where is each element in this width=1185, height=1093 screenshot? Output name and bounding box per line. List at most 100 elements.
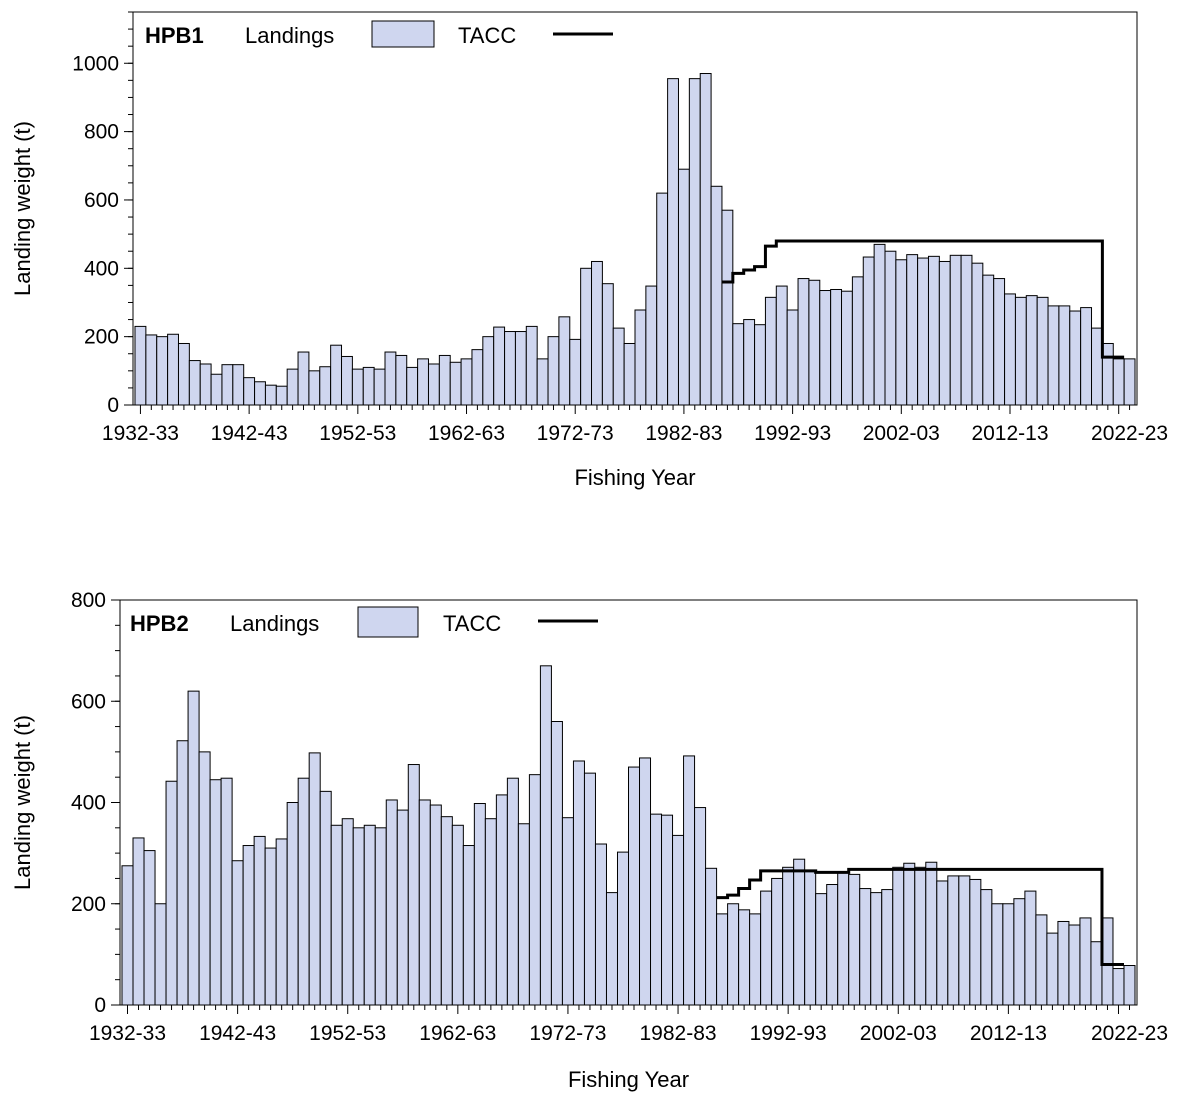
landings-bar — [451, 824, 464, 1006]
landings-bar — [438, 354, 451, 406]
landings-bar — [971, 262, 984, 406]
landings-bar — [449, 361, 462, 406]
landings-bar — [958, 875, 971, 1006]
landings-bar — [308, 752, 321, 1006]
landings-bar — [672, 834, 685, 1006]
landings-bar — [188, 360, 201, 406]
landings-bar — [914, 866, 927, 1006]
landings-bar — [927, 255, 940, 406]
landings-bar — [143, 850, 156, 1006]
landings-bar — [645, 285, 658, 406]
landings-bar — [688, 78, 701, 406]
landings-bar — [460, 358, 473, 406]
landings-bar — [1068, 924, 1081, 1006]
landings-bar — [980, 889, 993, 1006]
landings-bar — [862, 256, 875, 406]
landings-bar — [514, 331, 527, 406]
landings-bar — [716, 913, 729, 1006]
landings-bar — [594, 843, 607, 1006]
x-tick-label: 1962-63 — [428, 422, 505, 445]
landings-bar — [782, 866, 795, 1006]
hpb1-panel-title: HPB1 — [145, 23, 204, 48]
landings-bar — [134, 325, 147, 406]
landings-bar — [242, 845, 255, 1006]
landings-bar — [764, 296, 777, 406]
landings-bar — [275, 385, 288, 406]
landings-bar — [569, 338, 582, 406]
landings-bar — [1046, 932, 1059, 1006]
x-tick-label: 1932-33 — [89, 1022, 166, 1045]
hpb2-x-axis: 1932-33 1942-43 1952-53 1962-63 1972-73 1982-… — [89, 1005, 1168, 1045]
landings-bar — [395, 354, 408, 406]
landings-bar — [384, 351, 397, 406]
landings-bar — [471, 349, 484, 406]
x-tick-label: 2022-23 — [1091, 1022, 1168, 1045]
landings-bar — [341, 818, 354, 1006]
landings-bar — [132, 837, 145, 1006]
y-tick-label: 400 — [84, 257, 119, 280]
landings-bar — [427, 363, 440, 406]
hpb2-x-axis-title: Fishing Year — [568, 1067, 689, 1092]
landings-bar — [1112, 968, 1125, 1006]
landings-bar — [873, 243, 886, 406]
landings-bar — [580, 267, 593, 406]
landings-bar — [187, 690, 200, 1006]
hpb1-x-axis-title: Fishing Year — [574, 465, 695, 490]
landings-bar — [683, 755, 696, 1006]
landings-bar — [550, 721, 563, 1006]
hpb2-landings-bars — [121, 665, 1136, 1006]
landings-bar — [1025, 295, 1038, 406]
landings-bar — [656, 192, 669, 406]
landings-bar — [154, 903, 167, 1006]
landings-bar — [221, 364, 234, 406]
hpb1-y-axis: 0 200 400 600 800 1000 — [72, 11, 133, 417]
landings-bar — [1079, 917, 1092, 1006]
landings-bar — [504, 331, 516, 406]
landings-bar — [884, 250, 897, 406]
y-tick-label: 0 — [107, 394, 119, 417]
landings-bar — [1123, 358, 1136, 406]
x-tick-label: 1932-33 — [102, 422, 179, 445]
landings-bar — [417, 358, 429, 406]
landings-bar — [837, 871, 850, 1006]
landings-bar — [605, 892, 618, 1006]
landings-bar — [297, 351, 310, 406]
y-tick-label: 600 — [71, 690, 106, 713]
y-tick-label: 600 — [84, 189, 119, 212]
landings-bar — [341, 355, 353, 406]
landings-bar — [841, 290, 853, 406]
landings-bar — [572, 760, 585, 1006]
x-tick-label: 1942-43 — [211, 422, 288, 445]
hpb2-legend-landings-swatch — [357, 606, 419, 638]
y-tick-label: 800 — [71, 589, 106, 612]
landings-bar — [661, 814, 674, 1006]
landings-bar — [738, 909, 751, 1006]
landings-bar — [815, 893, 828, 1006]
landings-bar — [145, 334, 158, 406]
landings-bar — [727, 903, 740, 1006]
landings-bar — [969, 878, 982, 1006]
landings-bar — [612, 327, 625, 406]
landings-bar — [903, 862, 916, 1006]
landings-bar — [1080, 307, 1093, 406]
y-tick-label: 800 — [84, 121, 119, 144]
landings-bar — [406, 366, 419, 406]
hpb1-legend-landings-swatch — [371, 20, 435, 48]
landings-bar — [623, 342, 636, 406]
landings-bar — [1013, 898, 1026, 1006]
x-tick-label: 2002-03 — [860, 1022, 937, 1045]
landings-bar — [330, 344, 343, 406]
landings-bar — [917, 257, 929, 406]
landings-bar — [826, 884, 839, 1006]
landings-bar — [639, 757, 652, 1006]
landings-bar — [473, 803, 486, 1006]
x-tick-label: 1942-43 — [199, 1022, 276, 1045]
landings-bar — [870, 892, 883, 1006]
landings-bar — [232, 364, 245, 406]
landings-bar — [536, 358, 549, 406]
landings-bar — [710, 185, 723, 406]
landings-bar — [525, 325, 538, 406]
landings-bar — [1123, 965, 1136, 1006]
landings-bar — [819, 290, 832, 406]
